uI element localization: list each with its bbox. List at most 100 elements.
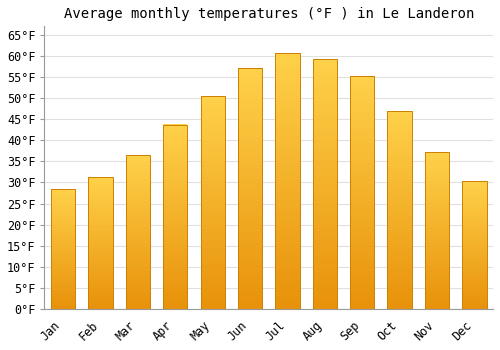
Bar <box>126 239 150 241</box>
Bar <box>388 148 411 151</box>
Bar <box>388 143 411 146</box>
Bar <box>200 138 225 141</box>
Bar <box>88 289 112 291</box>
Bar <box>276 130 299 133</box>
Bar <box>425 160 449 162</box>
Bar <box>200 176 225 178</box>
Bar <box>200 258 225 261</box>
Bar <box>312 300 337 303</box>
Bar <box>350 193 374 195</box>
Bar <box>88 239 112 241</box>
Bar <box>163 237 188 240</box>
Bar <box>350 114 374 117</box>
Bar <box>350 189 374 193</box>
Bar <box>462 254 486 256</box>
Bar <box>425 238 449 240</box>
Bar <box>350 88 374 91</box>
Bar <box>462 243 486 245</box>
Bar <box>425 226 449 229</box>
Bar <box>126 288 150 290</box>
Bar <box>276 184 299 188</box>
Bar <box>126 218 150 220</box>
Bar <box>126 226 150 228</box>
Bar <box>238 134 262 138</box>
Bar <box>350 140 374 143</box>
Bar <box>462 190 486 192</box>
Bar <box>388 170 411 173</box>
Bar <box>88 294 112 296</box>
Bar <box>200 303 225 306</box>
Bar <box>312 209 337 212</box>
Bar <box>425 228 449 231</box>
Bar <box>350 213 374 216</box>
Bar <box>312 231 337 234</box>
Bar <box>88 243 112 245</box>
Bar <box>88 197 112 198</box>
Bar <box>425 264 449 266</box>
Bar <box>350 236 374 239</box>
Bar <box>51 250 76 252</box>
Bar <box>126 191 150 194</box>
Bar <box>276 133 299 136</box>
Bar <box>238 110 262 114</box>
Bar <box>312 146 337 150</box>
Bar <box>350 149 374 152</box>
Bar <box>312 224 337 228</box>
Bar <box>238 306 262 309</box>
Bar <box>126 164 150 167</box>
Bar <box>238 159 262 162</box>
Bar <box>462 182 486 184</box>
Bar <box>350 137 374 140</box>
Bar <box>163 150 188 152</box>
Bar <box>200 295 225 298</box>
Bar <box>88 281 112 282</box>
Bar <box>350 76 374 79</box>
Bar <box>238 138 262 141</box>
Bar <box>425 187 449 189</box>
Bar <box>276 280 299 284</box>
Bar <box>238 273 262 276</box>
Bar <box>163 302 188 304</box>
Bar <box>276 290 299 293</box>
Bar <box>276 104 299 108</box>
Bar <box>163 293 188 295</box>
Bar <box>388 294 411 297</box>
Bar <box>312 87 337 90</box>
Bar <box>200 306 225 309</box>
Bar <box>350 99 374 102</box>
Bar <box>126 301 150 303</box>
Bar <box>51 292 76 294</box>
Bar <box>462 259 486 261</box>
Bar <box>276 238 299 242</box>
Bar <box>276 178 299 181</box>
Bar <box>126 245 150 247</box>
Bar <box>126 220 150 222</box>
Bar <box>163 219 188 222</box>
Bar <box>350 251 374 254</box>
Bar <box>462 220 486 223</box>
Bar <box>350 239 374 242</box>
Bar <box>462 193 486 195</box>
Bar <box>462 205 486 206</box>
Bar <box>350 297 374 300</box>
Bar <box>51 198 76 200</box>
Bar <box>350 181 374 184</box>
Bar <box>312 184 337 187</box>
Bar <box>238 240 262 243</box>
Bar <box>126 230 150 232</box>
Bar <box>200 109 225 112</box>
Bar <box>388 279 411 282</box>
Bar <box>276 69 299 72</box>
Bar <box>88 177 112 309</box>
Bar <box>425 205 449 207</box>
Bar <box>51 238 76 240</box>
Bar <box>126 166 150 168</box>
Bar <box>51 232 76 234</box>
Bar <box>462 289 486 292</box>
Bar <box>388 262 411 265</box>
Bar <box>88 267 112 270</box>
Bar <box>88 264 112 266</box>
Bar <box>312 228 337 231</box>
Bar <box>312 243 337 246</box>
Bar <box>163 134 188 136</box>
